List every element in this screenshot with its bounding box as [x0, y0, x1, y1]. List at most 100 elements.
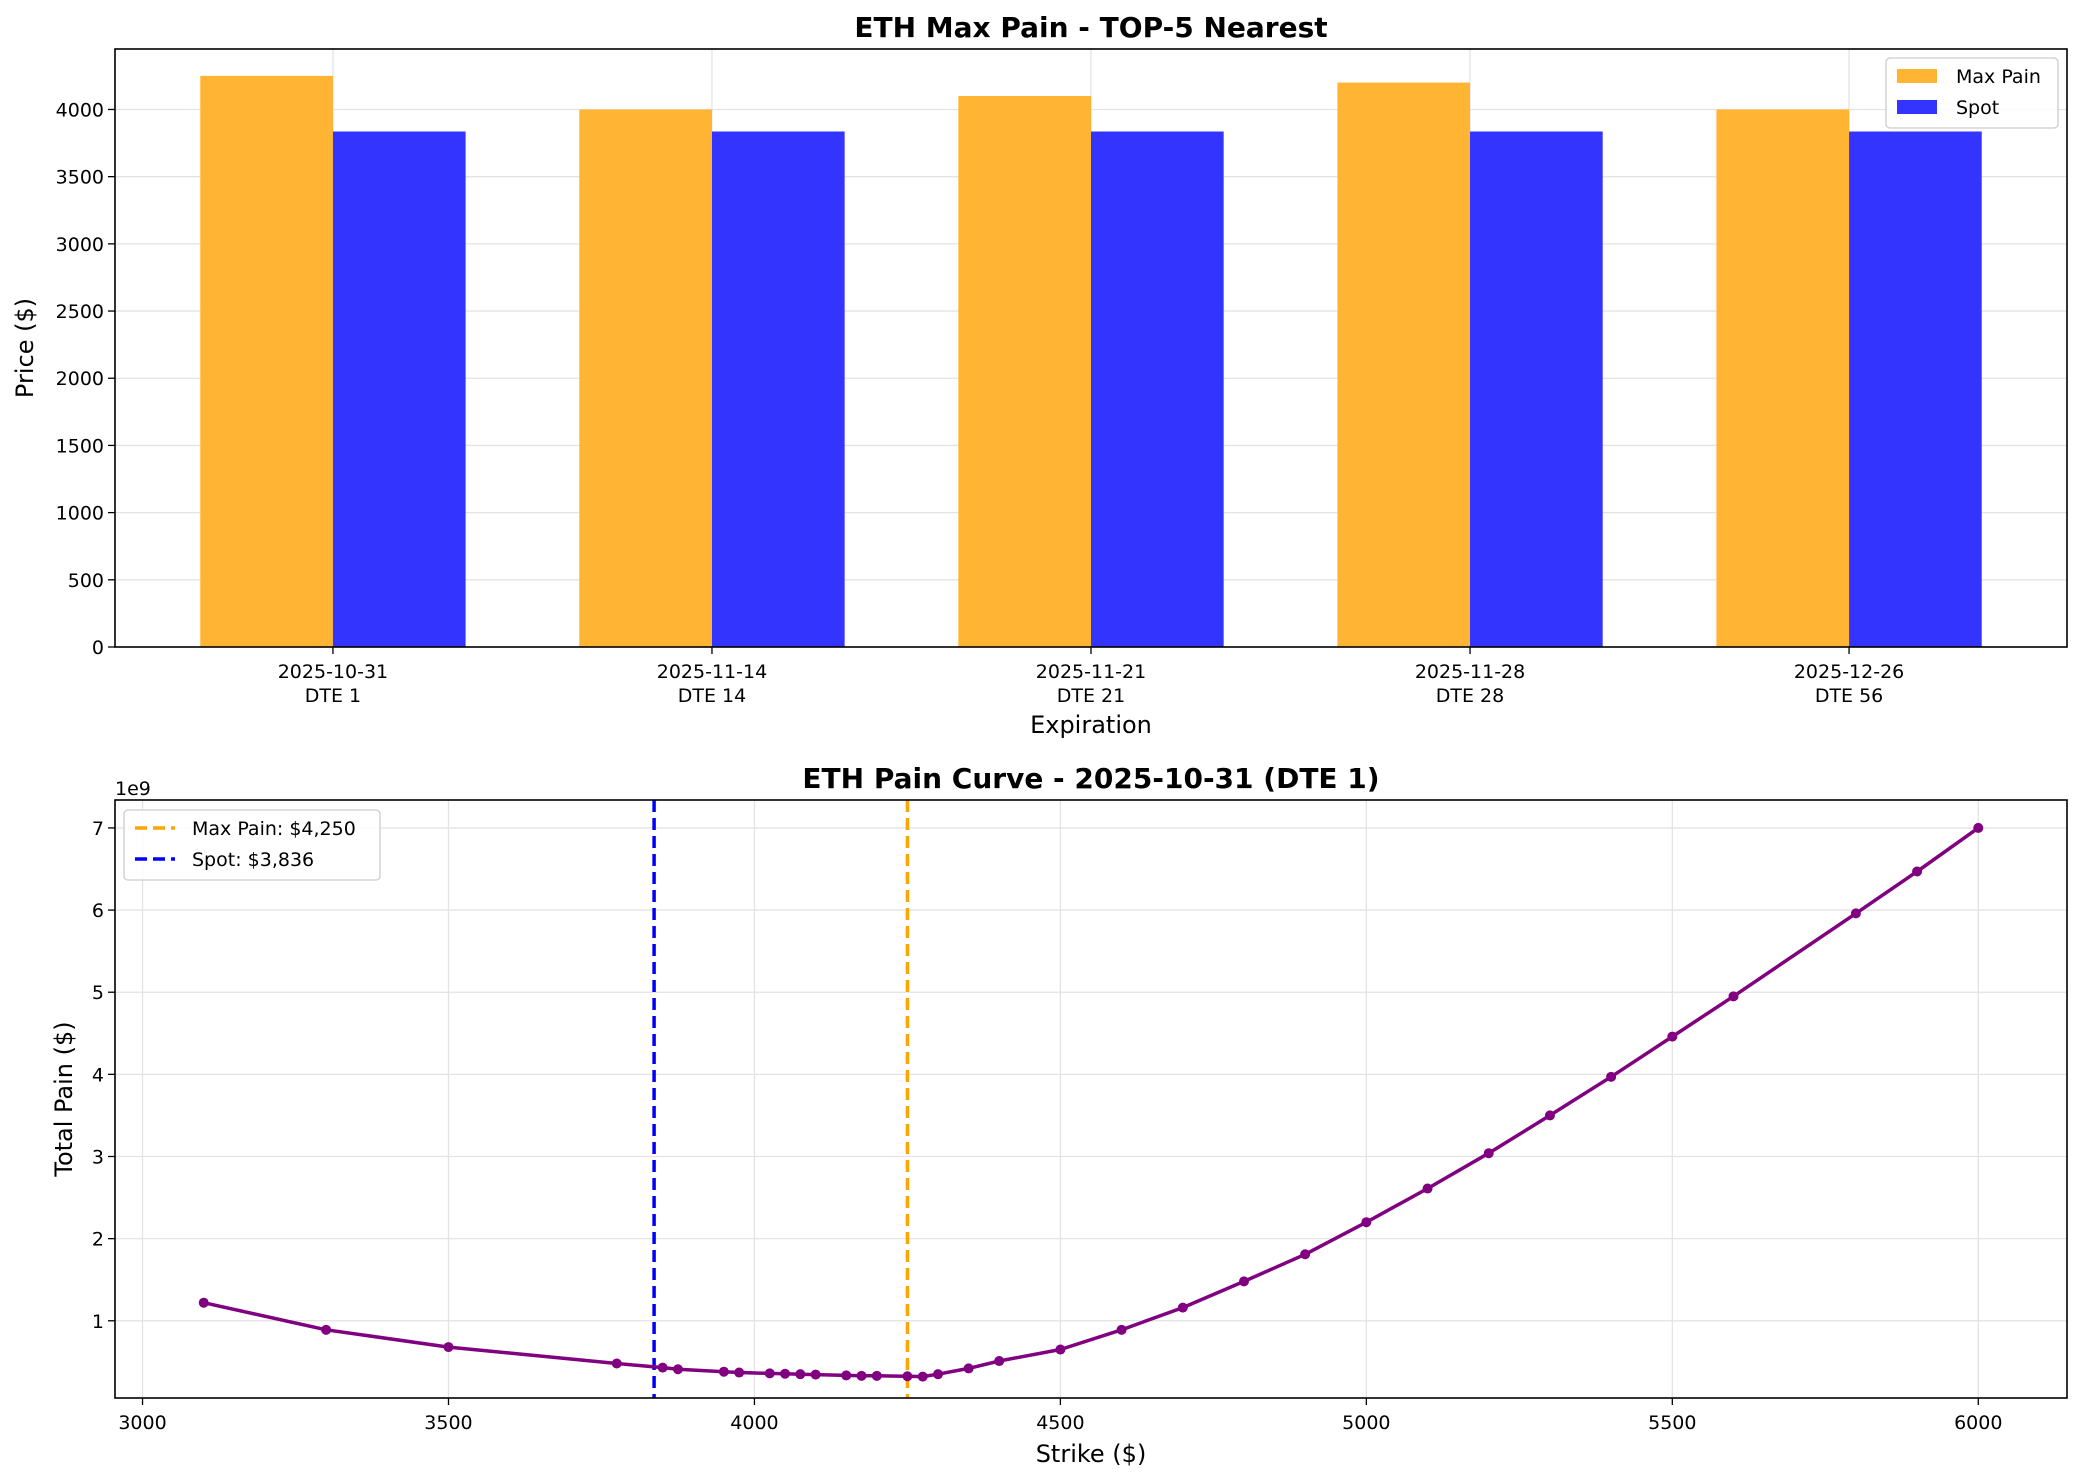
pain-curve-point — [1667, 1031, 1678, 1042]
x-tick-label: 2025-11-14 — [657, 661, 767, 683]
pain-curve-point — [1544, 1110, 1555, 1121]
pain-curve-point — [657, 1362, 668, 1373]
bar-max-pain — [958, 96, 1091, 648]
bar-spot — [1849, 131, 1982, 647]
pain-curve-point — [856, 1370, 867, 1381]
y-tick-label: 4000 — [56, 99, 104, 121]
pain-curve-point — [841, 1370, 852, 1381]
x-tick-label: DTE 21 — [1057, 685, 1125, 707]
legend-label-spot: Spot — [1956, 97, 1999, 119]
x-tick-label: 4500 — [1036, 1412, 1084, 1434]
x-tick-label: DTE 1 — [305, 685, 361, 707]
top-chart-bars — [200, 75, 1982, 648]
pain-curve-line-chart: ETH Pain Curve - 2025-10-31 (DTE 1) 1e9 … — [50, 762, 2068, 1468]
pain-curve-point — [443, 1342, 454, 1353]
y-tick-label: 3 — [92, 1147, 104, 1169]
x-tick-label: 2025-11-28 — [1415, 661, 1525, 683]
bottom-chart-frame — [114, 799, 2068, 1399]
bar-max-pain — [200, 75, 333, 647]
y-tick-label: 1500 — [56, 435, 104, 457]
top-chart-y-ticks: 0 500 1000 1500 2000 2500 3000 3500 4000 — [56, 99, 115, 659]
pain-curve-point — [1238, 1276, 1249, 1287]
pain-curve-point — [1483, 1148, 1494, 1159]
bar-spot — [332, 131, 466, 647]
y-tick-label: 5 — [92, 982, 104, 1004]
y-tick-label: 2000 — [56, 368, 104, 390]
max-pain-bar-chart: ETH Max Pain - TOP-5 Nearest 0 500 1000 150… — [11, 11, 2068, 739]
y-tick-label: 7 — [92, 818, 104, 840]
bottom-chart-reference-lines — [652, 800, 910, 1398]
x-tick-label: 4000 — [730, 1412, 778, 1434]
pain-curve-point — [1606, 1071, 1617, 1082]
y-tick-label: 3500 — [56, 167, 104, 189]
pain-curve-point — [1055, 1344, 1066, 1355]
pain-curve-point — [764, 1368, 775, 1379]
x-tick-label: DTE 28 — [1436, 685, 1504, 707]
bar-max-pain — [1337, 82, 1471, 647]
pain-curve-point — [1973, 822, 1984, 833]
top-chart-title: ETH Max Pain - TOP-5 Nearest — [854, 11, 1327, 44]
bar-max-pain — [1716, 109, 1850, 647]
y-tick-label: 1 — [92, 1311, 104, 1333]
pain-curve-point — [871, 1370, 882, 1381]
legend-label-max-pain: Max Pain — [1956, 66, 2041, 88]
pain-curve-point — [1361, 1217, 1372, 1228]
y-tick-label: 2 — [92, 1229, 104, 1251]
y-tick-label: 6 — [92, 900, 104, 922]
bottom-chart-legend: Max Pain: $4,250 Spot: $3,836 — [123, 809, 381, 881]
y-tick-label: 500 — [68, 570, 104, 592]
x-tick-label: 5000 — [1342, 1412, 1390, 1434]
pain-curve-point — [718, 1366, 729, 1377]
x-tick-label: DTE 14 — [678, 685, 746, 707]
x-tick-label: 2025-11-21 — [1036, 661, 1146, 683]
legend-swatch-max-pain — [1897, 69, 1937, 83]
pain-curve-point — [994, 1356, 1005, 1367]
x-tick-label: 5500 — [1648, 1412, 1696, 1434]
pain-curve-point — [795, 1369, 806, 1380]
top-chart-legend: Max Pain Spot — [1885, 57, 2059, 129]
bottom-chart-grid — [115, 800, 2067, 1398]
legend-label-spot-line: Spot: $3,836 — [192, 849, 314, 871]
pain-curve-point — [902, 1371, 913, 1382]
bottom-chart-title: ETH Pain Curve - 2025-10-31 (DTE 1) — [802, 762, 1379, 795]
bottom-chart-y-ticks: 1 2 3 4 5 6 7 — [92, 818, 115, 1333]
top-chart-x-label: Expiration — [1030, 711, 1152, 739]
pain-curve-point — [963, 1363, 974, 1374]
pain-curve-point — [1850, 908, 1861, 919]
pain-curve-point — [321, 1324, 332, 1335]
pain-curve-point — [917, 1371, 928, 1382]
pain-curve-point — [1300, 1249, 1311, 1260]
pain-curve-point — [933, 1369, 944, 1380]
x-tick-label: 3500 — [424, 1412, 472, 1434]
legend-swatch-spot — [1897, 100, 1937, 114]
bottom-chart-series — [198, 822, 1984, 1382]
x-tick-label: 2025-10-31 — [278, 661, 388, 683]
bar-spot — [1091, 131, 1224, 647]
y-tick-label: 4 — [92, 1064, 104, 1086]
pain-curve-point — [198, 1297, 209, 1308]
legend-label-max-pain-line: Max Pain: $4,250 — [192, 818, 356, 840]
y-tick-label: 1000 — [56, 503, 104, 525]
x-tick-label: 2025-12-26 — [1794, 661, 1904, 683]
pain-curve-point — [611, 1358, 622, 1369]
y-tick-label: 0 — [92, 637, 104, 659]
x-tick-label: 6000 — [1954, 1412, 2002, 1434]
bottom-chart-x-label: Strike ($) — [1036, 1440, 1147, 1468]
bottom-chart-y-scale-label: 1e9 — [115, 778, 151, 800]
x-tick-label: 3000 — [118, 1412, 166, 1434]
y-tick-label: 2500 — [56, 301, 104, 323]
x-tick-label: DTE 56 — [1815, 685, 1883, 707]
pain-curve-point — [1116, 1324, 1127, 1335]
bar-spot — [1470, 131, 1603, 647]
bar-max-pain — [579, 109, 712, 647]
bottom-chart-y-label: Total Pain ($) — [50, 1021, 78, 1177]
pain-curve-point — [672, 1364, 683, 1375]
bottom-chart-x-ticks: 3000 3500 4000 4500 5000 5500 6000 — [118, 1398, 2002, 1434]
y-tick-label: 3000 — [56, 234, 104, 256]
pain-curve-point — [780, 1368, 791, 1379]
pain-curve-point — [734, 1367, 745, 1378]
pain-curve-point — [1422, 1183, 1433, 1194]
pain-curve-point — [1177, 1302, 1188, 1313]
